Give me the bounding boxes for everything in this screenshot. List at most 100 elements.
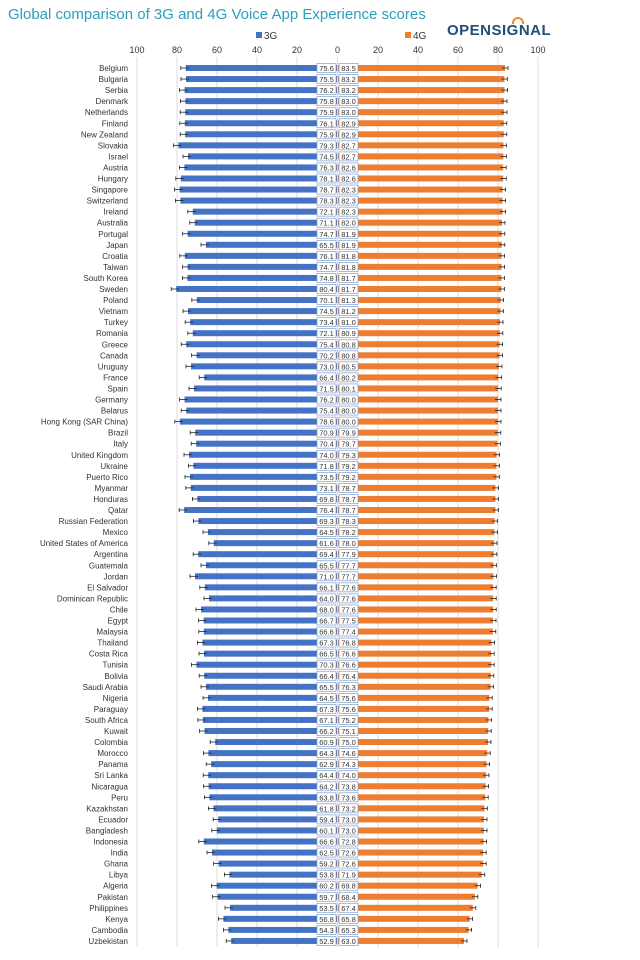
value-label-3g: 66.5 xyxy=(319,650,334,659)
category-label: Jordan xyxy=(104,572,128,581)
bar-4g xyxy=(338,142,504,149)
value-box-3g xyxy=(316,162,337,173)
value-label-4g: 82.3 xyxy=(341,197,356,206)
bar-4g xyxy=(338,761,487,768)
value-label-4g: 77.5 xyxy=(341,617,356,626)
value-box-3g xyxy=(316,449,337,460)
category-label: Germany xyxy=(95,396,128,405)
bar-3g xyxy=(196,297,337,304)
category-label: Uruguay xyxy=(98,362,128,371)
value-box-3g xyxy=(316,626,337,637)
bar-4g xyxy=(338,705,490,712)
category-label: Dominican Republic xyxy=(57,594,128,603)
value-box-4g xyxy=(338,273,359,283)
value-label-3g: 80.4 xyxy=(319,285,334,294)
bar-3g xyxy=(188,153,337,160)
value-box-3g xyxy=(316,637,337,648)
value-label-4g: 80.9 xyxy=(341,329,356,338)
value-label-4g: 75.6 xyxy=(341,694,356,703)
value-box-3g xyxy=(316,781,337,792)
value-label-3g: 74.5 xyxy=(319,307,334,316)
bar-3g xyxy=(213,540,337,547)
value-box-3g xyxy=(316,394,337,405)
value-label-4g: 81.9 xyxy=(341,230,356,239)
category-label: Paraguay xyxy=(94,705,128,714)
bar-3g xyxy=(213,805,337,812)
value-box-4g xyxy=(338,615,359,626)
category-label: Bolivia xyxy=(104,672,128,681)
value-label-3g: 66.1 xyxy=(319,583,334,592)
value-box-4g xyxy=(338,681,359,692)
value-box-3g xyxy=(316,129,337,140)
value-label-3g: 76.2 xyxy=(319,396,334,405)
value-label-3g: 73.1 xyxy=(319,484,334,493)
value-label-4g: 83.2 xyxy=(341,86,356,95)
bar-3g xyxy=(204,672,337,679)
value-label-4g: 76.8 xyxy=(341,639,356,648)
value-label-4g: 78.7 xyxy=(341,495,356,504)
value-label-3g: 66.2 xyxy=(319,727,334,736)
category-label: Philippines xyxy=(89,904,128,913)
value-box-4g xyxy=(338,593,359,604)
category-label: Qatar xyxy=(108,506,128,515)
value-label-3g: 74.0 xyxy=(319,451,334,460)
value-box-3g xyxy=(316,925,337,935)
value-label-4g: 75.2 xyxy=(341,716,356,725)
bar-4g xyxy=(338,573,494,580)
value-label-4g: 81.7 xyxy=(341,274,356,283)
value-box-4g xyxy=(338,538,359,549)
bar-4g xyxy=(338,297,501,304)
value-label-4g: 81.8 xyxy=(341,263,356,272)
value-label-3g: 62.9 xyxy=(319,760,334,769)
value-box-3g xyxy=(316,217,337,228)
value-box-3g xyxy=(316,891,337,902)
value-label-3g: 60.1 xyxy=(319,826,334,835)
value-box-3g xyxy=(316,527,337,537)
category-label: Slovakia xyxy=(98,141,129,150)
value-label-3g: 54.3 xyxy=(319,926,334,935)
value-box-4g xyxy=(338,936,359,946)
value-label-4g: 82.6 xyxy=(341,175,356,184)
value-label-3g: 66.7 xyxy=(319,617,334,626)
bar-3g xyxy=(184,120,337,127)
value-label-3g: 56.8 xyxy=(319,915,334,924)
axis-tick-label: 100 xyxy=(530,45,545,55)
bar-3g xyxy=(189,451,337,458)
bar-4g xyxy=(338,772,486,779)
value-label-4g: 77.7 xyxy=(341,561,356,570)
value-box-4g xyxy=(338,251,359,261)
value-label-4g: 75.1 xyxy=(341,727,356,736)
bar-4g xyxy=(338,827,484,834)
value-box-4g xyxy=(338,140,359,151)
value-label-4g: 80.0 xyxy=(341,418,356,427)
value-box-4g xyxy=(338,913,359,924)
value-label-4g: 80.2 xyxy=(341,373,356,382)
category-label: Taiwan xyxy=(103,263,128,272)
value-label-3g: 71.8 xyxy=(319,462,334,471)
bar-3g xyxy=(196,440,337,447)
value-label-4g: 76.6 xyxy=(341,661,356,670)
value-box-4g xyxy=(338,96,359,107)
bar-4g xyxy=(338,219,502,226)
bar-4g xyxy=(338,363,499,370)
value-label-4g: 76.6 xyxy=(341,650,356,659)
bar-4g xyxy=(338,175,504,182)
value-label-4g: 79.9 xyxy=(341,429,356,438)
value-box-3g xyxy=(316,195,337,206)
value-label-3g: 70.3 xyxy=(319,661,334,670)
value-box-3g xyxy=(316,295,337,305)
category-label: Kazakhstan xyxy=(86,804,128,813)
chart-title: Global comparison of 3G and 4G Voice App… xyxy=(8,6,426,23)
value-box-3g xyxy=(316,460,337,471)
value-box-4g xyxy=(338,692,359,703)
value-label-3g: 75.8 xyxy=(319,97,334,106)
value-label-3g: 78.7 xyxy=(319,186,334,195)
bar-3g xyxy=(198,551,337,558)
value-label-4g: 82.0 xyxy=(341,219,356,228)
bar-4g xyxy=(338,451,497,458)
value-box-4g xyxy=(338,582,359,593)
value-label-4g: 77.6 xyxy=(341,605,356,614)
bar-4g xyxy=(338,904,473,911)
value-label-4g: 81.7 xyxy=(341,285,356,294)
value-label-4g: 76.3 xyxy=(341,683,356,692)
